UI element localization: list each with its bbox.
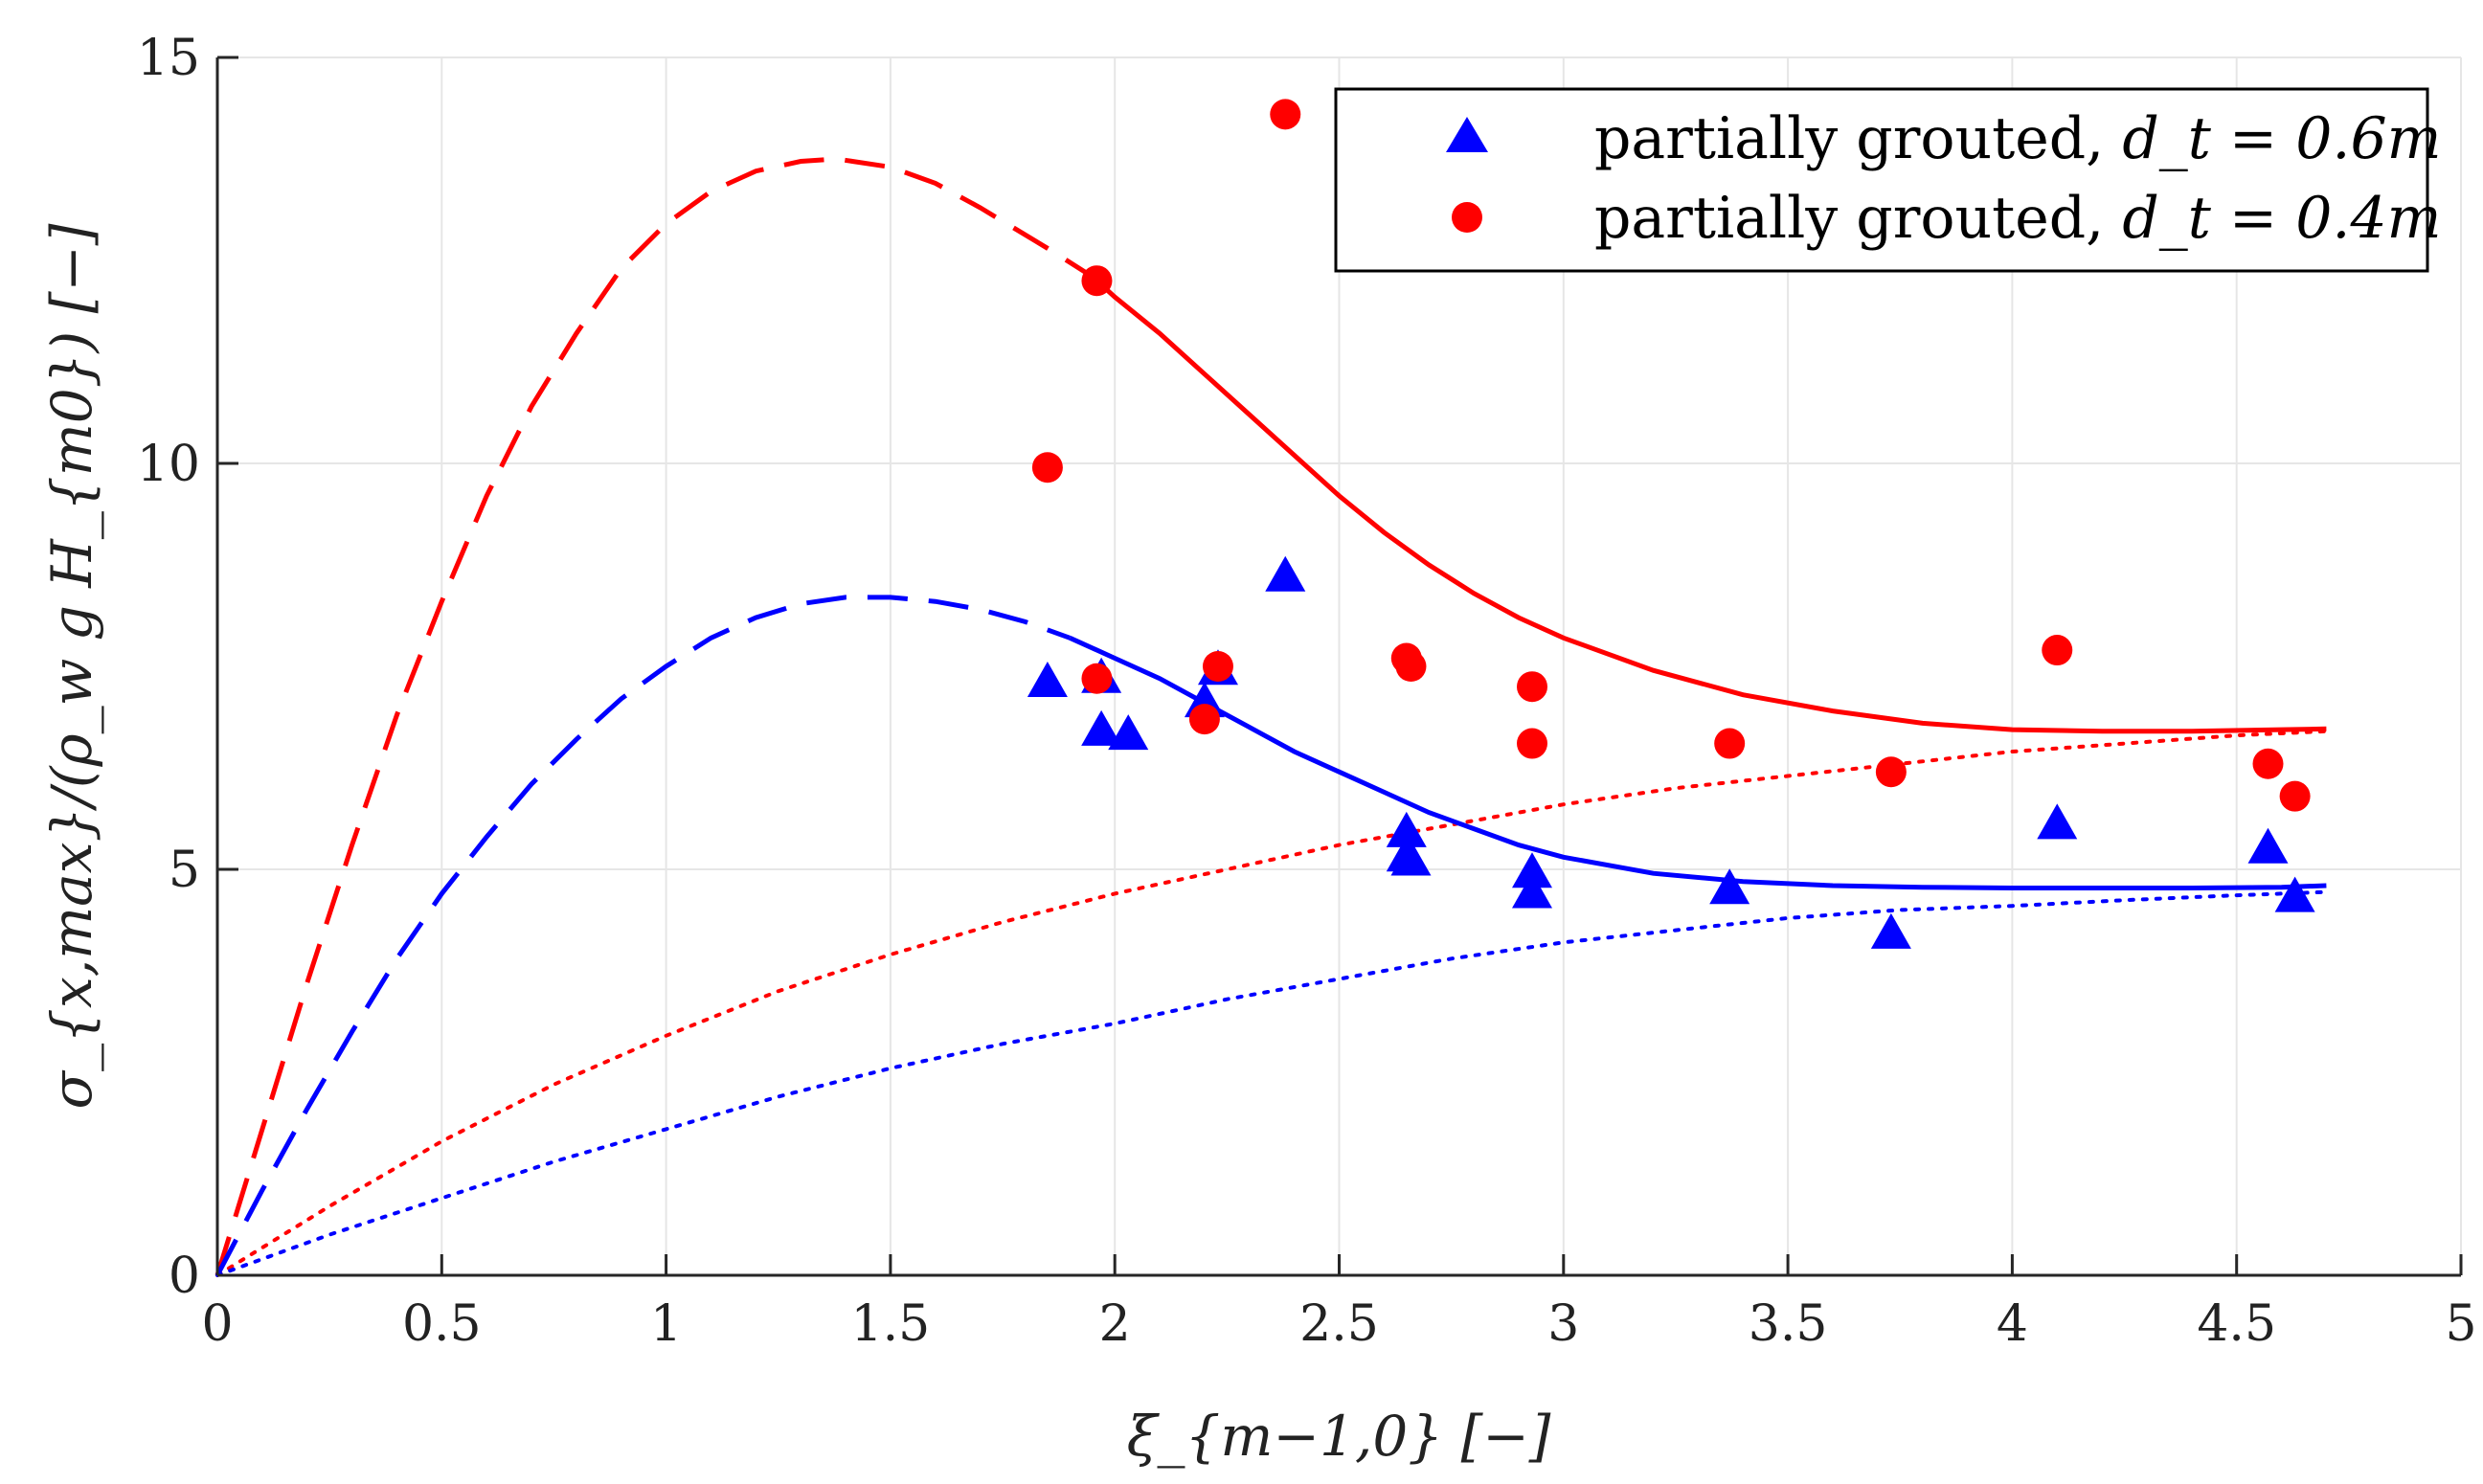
data-point-triangle xyxy=(1390,840,1432,876)
data-point-triangle xyxy=(1511,872,1552,909)
data-points xyxy=(1027,99,2315,949)
x-tick-label: 2.5 xyxy=(1299,1295,1379,1353)
data-point-circle xyxy=(1714,728,1746,759)
legend-label-1-math: d_t = 0.4m xyxy=(2122,185,2441,252)
data-point-circle xyxy=(1081,265,1113,297)
y-axis-label: σ_{x,max}/(ρ_w g H_{m0}) [−] xyxy=(39,223,104,1109)
data-point-circle xyxy=(1516,671,1547,703)
data-point-triangle xyxy=(1870,912,1911,949)
x-tick-label: 2 xyxy=(1099,1295,1131,1353)
y-tick-label: 0 xyxy=(169,1248,200,1305)
data-point-circle xyxy=(1875,756,1907,788)
legend-marker-circle xyxy=(1452,202,1482,233)
data-point-triangle xyxy=(1108,714,1149,751)
y-tick-labels: 0 5 10 15 xyxy=(137,30,200,1305)
data-point-triangle xyxy=(1386,811,1427,847)
curve-solid-red xyxy=(1091,275,2327,734)
data-point-triangle xyxy=(2247,827,2289,864)
x-tick-label: 1.5 xyxy=(851,1295,931,1353)
x-tick-label: 3 xyxy=(1547,1295,1579,1353)
data-point-triangle xyxy=(2274,876,2315,912)
data-point-circle xyxy=(1031,452,1063,483)
data-point-circle xyxy=(2252,748,2284,779)
curve-dotted-blue xyxy=(215,889,2329,1277)
curve-dashed-red xyxy=(214,156,1095,1276)
curve-dashed-blue xyxy=(214,595,1072,1277)
data-point-circle xyxy=(2042,635,2073,666)
x-tick-label: 5 xyxy=(2445,1295,2476,1353)
data-point-triangle xyxy=(1511,852,1552,888)
legend: partially grouted, d_t = 0.6m partially … xyxy=(1334,87,2442,273)
y-tick-label: 10 xyxy=(137,436,200,493)
data-point-circle xyxy=(1081,663,1113,694)
data-point-circle xyxy=(1270,99,1301,130)
data-point-circle xyxy=(1202,651,1233,682)
x-tick-label: 0 xyxy=(201,1295,233,1353)
data-point-circle xyxy=(1516,728,1547,759)
x-tick-label: 4.5 xyxy=(2197,1295,2276,1353)
x-tick-labels: 0 0.5 1 1.5 2 2.5 3 3.5 4 4.5 5 xyxy=(201,1295,2476,1353)
data-point-triangle xyxy=(1709,868,1750,905)
x-tick-label: 0.5 xyxy=(402,1295,482,1353)
x-axis-label: ξ_{m−1,0} [−] xyxy=(1127,1404,1551,1469)
legend-label-1: partially grouted, d_t = 0.4m xyxy=(1594,185,2442,252)
data-point-triangle xyxy=(1027,661,1068,697)
data-point-circle xyxy=(1395,651,1427,682)
tick-marks xyxy=(215,56,2463,1277)
legend-label-0: partially grouted, d_t = 0.6m xyxy=(1594,105,2442,172)
data-point-triangle xyxy=(2037,803,2078,840)
curve-dotted-red xyxy=(215,729,2329,1277)
data-point-triangle xyxy=(1265,555,1306,592)
x-tick-label: 3.5 xyxy=(1749,1295,1828,1353)
legend-label-0-math: d_t = 0.6m xyxy=(2122,105,2441,172)
legend-marker-triangle xyxy=(1446,117,1488,152)
y-tick-label: 15 xyxy=(137,30,200,87)
data-point-circle xyxy=(1188,704,1220,735)
data-point-triangle xyxy=(1081,709,1122,746)
x-tick-label: 4 xyxy=(1997,1295,2028,1353)
y-tick-label: 5 xyxy=(169,842,200,899)
legend-label-1-prefix: partially grouted, xyxy=(1594,185,2122,252)
data-point-circle xyxy=(2279,780,2311,812)
legend-label-0-prefix: partially grouted, xyxy=(1594,105,2122,172)
legend-box xyxy=(1334,87,2429,273)
x-tick-label: 1 xyxy=(650,1295,682,1353)
